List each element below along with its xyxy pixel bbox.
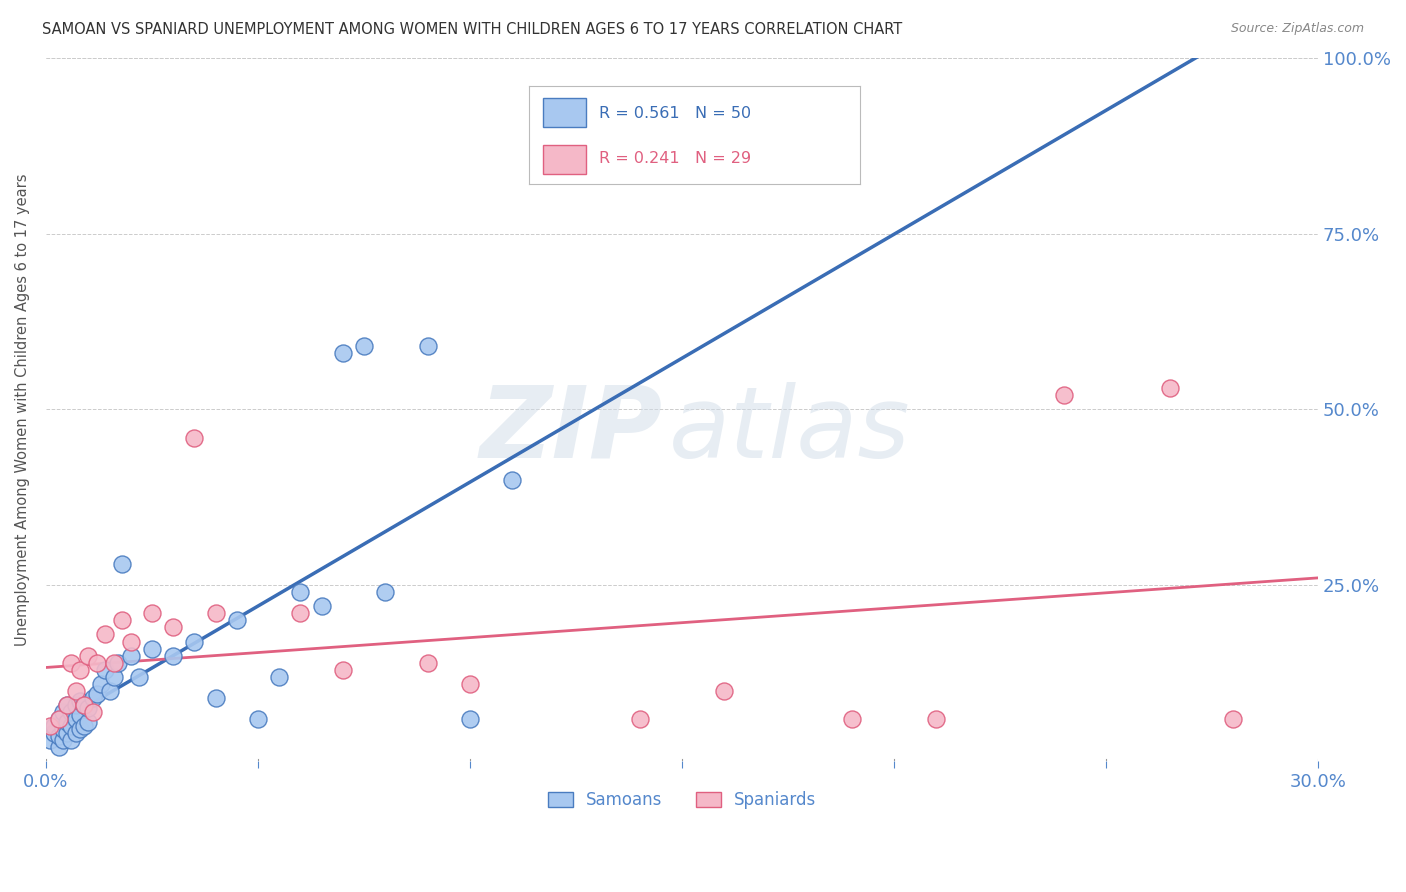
Point: [65, 683, 87, 698]
Text: atlas: atlas: [669, 382, 911, 479]
Point: [82, 690, 104, 705]
Point: [86, 687, 108, 701]
Point: [290, 607, 312, 621]
Point: [60, 656, 83, 670]
Point: [225, 614, 247, 628]
Point: [841, 712, 863, 726]
Point: [111, 614, 134, 628]
Point: [90, 676, 112, 690]
Point: [60, 733, 83, 747]
Point: [416, 656, 439, 670]
Point: [77, 701, 100, 715]
Point: [290, 585, 312, 599]
Text: SAMOAN VS SPANIARD UNEMPLOYMENT AMONG WOMEN WITH CHILDREN AGES 6 TO 17 YEARS COR: SAMOAN VS SPANIARD UNEMPLOYMENT AMONG WO…: [42, 22, 903, 37]
Point: [111, 557, 134, 571]
Point: [713, 683, 735, 698]
Point: [183, 634, 205, 648]
Point: [162, 620, 184, 634]
Point: [103, 656, 125, 670]
Point: [103, 670, 125, 684]
Point: [69, 708, 91, 723]
Point: [311, 599, 333, 614]
Point: [69, 723, 91, 737]
Point: [141, 641, 163, 656]
Legend: Samoans, Spaniards: Samoans, Spaniards: [541, 785, 823, 816]
Point: [204, 690, 226, 705]
Point: [416, 339, 439, 353]
Point: [39, 733, 62, 747]
Point: [69, 694, 91, 708]
Point: [204, 607, 226, 621]
Point: [39, 719, 62, 733]
Point: [353, 339, 375, 353]
Point: [374, 585, 396, 599]
Point: [94, 663, 117, 677]
Point: [501, 473, 523, 487]
Point: [458, 712, 481, 726]
Point: [48, 712, 70, 726]
Point: [98, 683, 121, 698]
Point: [65, 712, 87, 726]
Point: [44, 726, 66, 740]
Point: [628, 712, 651, 726]
Point: [269, 670, 291, 684]
Point: [1053, 388, 1076, 402]
Point: [120, 648, 142, 663]
Point: [77, 648, 100, 663]
Point: [107, 656, 129, 670]
Point: [48, 712, 70, 726]
Point: [60, 719, 83, 733]
Point: [65, 726, 87, 740]
Point: [60, 705, 83, 719]
Point: [925, 712, 948, 726]
Point: [141, 607, 163, 621]
Point: [332, 663, 354, 677]
Point: [86, 656, 108, 670]
Point: [44, 719, 66, 733]
Point: [56, 698, 79, 712]
Text: Source: ZipAtlas.com: Source: ZipAtlas.com: [1230, 22, 1364, 36]
Point: [56, 726, 79, 740]
Point: [246, 712, 269, 726]
Point: [48, 739, 70, 754]
Point: [162, 648, 184, 663]
Point: [56, 698, 79, 712]
Point: [73, 698, 96, 712]
Point: [82, 705, 104, 719]
Point: [458, 676, 481, 690]
Point: [52, 705, 75, 719]
Point: [73, 719, 96, 733]
Point: [52, 723, 75, 737]
Point: [52, 733, 75, 747]
Point: [183, 430, 205, 444]
Point: [69, 663, 91, 677]
Y-axis label: Unemployment Among Women with Children Ages 6 to 17 years: Unemployment Among Women with Children A…: [15, 173, 30, 646]
Point: [128, 670, 150, 684]
Point: [332, 346, 354, 360]
Point: [120, 634, 142, 648]
Point: [56, 715, 79, 730]
Point: [77, 715, 100, 730]
Point: [65, 698, 87, 712]
Point: [48, 730, 70, 744]
Point: [1222, 712, 1244, 726]
Point: [73, 698, 96, 712]
Point: [1159, 381, 1181, 395]
Text: ZIP: ZIP: [479, 382, 664, 479]
Point: [94, 627, 117, 641]
